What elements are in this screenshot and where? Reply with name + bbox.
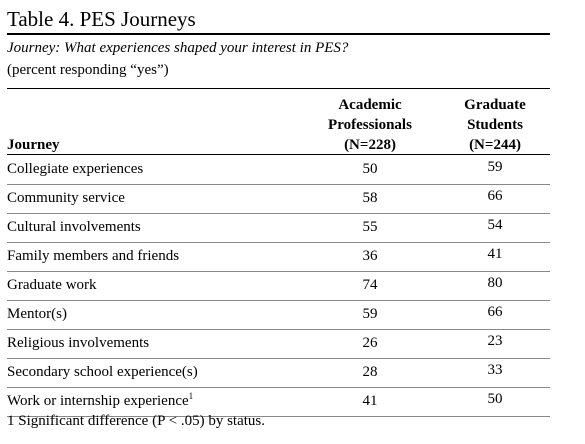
- row-label: Collegiate experiences: [7, 160, 143, 178]
- row-label: Mentor(s): [7, 305, 67, 323]
- cell-value: 26: [362, 335, 378, 351]
- cell-value: 33: [487, 362, 503, 378]
- row-label: Graduate work: [7, 276, 97, 294]
- cell-value: 41: [362, 393, 378, 409]
- row-label-text: Cultural involvements: [7, 219, 141, 235]
- rule: [7, 154, 550, 155]
- rule: [7, 416, 550, 417]
- rule: [7, 33, 550, 35]
- row-label-text: Collegiate experiences: [7, 161, 144, 177]
- row-label: Work or internship experience1: [7, 392, 193, 410]
- row-label: Family members and friends: [7, 247, 179, 265]
- row-label: Cultural involvements: [7, 218, 141, 236]
- cell-value: 36: [362, 248, 378, 264]
- cell-value: 28: [362, 364, 378, 380]
- column-header: Graduate: [464, 97, 526, 113]
- question: Journey: What experiences shaped your in…: [7, 40, 349, 56]
- column-header: Academic: [338, 97, 402, 113]
- footnote-marker: 1: [188, 391, 194, 401]
- footnote-text: Significant difference (P < .05) by stat…: [18, 413, 265, 429]
- cell-value: 80: [487, 275, 503, 291]
- cell-value: 54: [487, 217, 503, 233]
- cell-value: 66: [487, 304, 503, 320]
- footnote: 1 Significant difference (P < .05) by st…: [7, 412, 265, 430]
- row-label: Religious involvements: [7, 334, 149, 352]
- cell-value: 50: [487, 391, 503, 407]
- column-header: (N=244): [469, 137, 521, 153]
- cell-value: 23: [487, 333, 503, 349]
- column-header: (N=228): [344, 137, 396, 153]
- row-label-text: Family members and friends: [7, 248, 180, 264]
- note: (percent responding “yes”): [7, 62, 169, 78]
- rule: [7, 213, 550, 214]
- column-header: Students: [467, 117, 523, 133]
- rule: [7, 358, 550, 359]
- rule: [7, 387, 550, 388]
- row-label-text: Secondary school experience(s): [7, 364, 198, 380]
- cell-value: 55: [362, 219, 378, 235]
- rule: [7, 271, 550, 272]
- cell-value: 58: [362, 190, 378, 206]
- rule: [7, 242, 550, 243]
- rule: [7, 88, 550, 89]
- cell-value: 59: [362, 306, 378, 322]
- cell-value: 74: [362, 277, 378, 293]
- table-title: Table 4. PES Journeys: [7, 7, 196, 31]
- cell-value: 59: [487, 159, 503, 175]
- row-label: Secondary school experience(s): [7, 363, 198, 381]
- cell-value: 41: [487, 246, 503, 262]
- row-label-text: Work or internship experience: [7, 393, 189, 409]
- column-header: Professionals: [328, 117, 412, 133]
- cell-value: 66: [487, 188, 503, 204]
- column-header: Journey: [7, 137, 60, 153]
- footnote-marker: 1: [7, 413, 15, 429]
- cell-value: 50: [362, 161, 378, 177]
- rule: [7, 329, 550, 330]
- row-label-text: Graduate work: [7, 277, 97, 293]
- row-label: Community service: [7, 189, 125, 207]
- row-label-text: Mentor(s): [7, 306, 67, 322]
- row-label-text: Religious involvements: [7, 335, 150, 351]
- row-label-text: Community service: [7, 190, 125, 206]
- rule: [7, 184, 550, 185]
- rule: [7, 300, 550, 301]
